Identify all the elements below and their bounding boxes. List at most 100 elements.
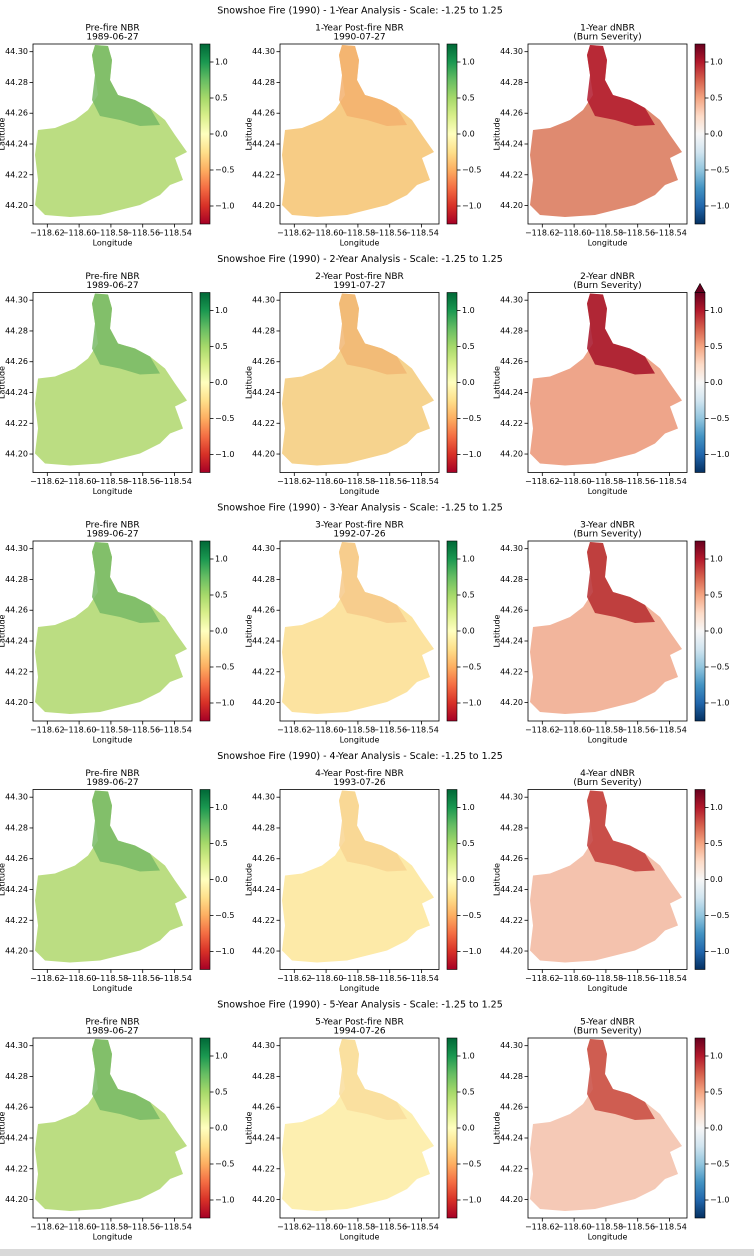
north-lobe <box>339 45 407 126</box>
y-tick-label: 44.26 <box>500 357 523 366</box>
x-tick-label: −118.58 <box>341 477 376 486</box>
fire-perimeter <box>35 1039 187 1211</box>
x-tick-label: −118.60 <box>557 1223 592 1232</box>
colorbar-tick-label: −1.0 <box>215 1196 234 1205</box>
y-axis-label: Latitude <box>493 117 502 150</box>
x-tick-label: −118.60 <box>557 477 592 486</box>
x-tick-label: −118.58 <box>589 1223 624 1232</box>
y-tick-label: 44.20 <box>252 1195 275 1204</box>
axes-frame <box>527 292 688 473</box>
axes-frame <box>32 540 193 722</box>
y-tick-label: 44.26 <box>252 854 275 863</box>
y-tick-label: 44.20 <box>500 698 523 707</box>
colorbar <box>694 292 706 473</box>
x-tick-label: −118.60 <box>309 974 344 983</box>
y-axis-label: Latitude <box>245 117 254 150</box>
colorbar-tick-label: −1.0 <box>710 1196 729 1205</box>
row-title: Snowshoe Fire (1990) - 4-Year Analysis -… <box>217 751 503 762</box>
y-tick-label: 44.22 <box>252 1164 275 1173</box>
axes-frame <box>279 1037 440 1219</box>
y-tick-label: 44.26 <box>500 854 523 863</box>
colorbar-tick-label: −1.0 <box>462 202 481 211</box>
colorbar-tick-label: −1.0 <box>710 699 729 708</box>
colorbar <box>199 540 211 722</box>
colorbar-tick-label: −1.0 <box>710 450 729 459</box>
x-axis-label: Longitude <box>340 239 380 248</box>
colorbar-tick-label: 0.0 <box>215 627 228 636</box>
axes-frame <box>527 1037 688 1219</box>
colorbar-tick-label: 0.5 <box>215 591 228 600</box>
x-axis-label: Longitude <box>588 239 628 248</box>
x-tick-label: −118.58 <box>341 726 376 735</box>
north-lobe <box>92 542 160 623</box>
colorbar-tick-label: −1.0 <box>215 450 234 459</box>
colorbar-tick-label: 0.5 <box>462 342 475 351</box>
y-tick-label: 44.28 <box>252 823 275 832</box>
colorbar-tick-label: −0.5 <box>710 1160 729 1169</box>
y-tick-label: 44.22 <box>500 419 523 428</box>
y-axis-label: Latitude <box>245 1111 254 1144</box>
colorbar-tick-label: 1.0 <box>462 58 475 67</box>
y-axis-label: Latitude <box>493 1111 502 1144</box>
y-tick-label: 44.28 <box>500 78 523 87</box>
panel-title: 1-Year dNBR <box>580 24 635 34</box>
panel-subtitle: 1989-06-27 <box>86 530 138 540</box>
x-tick-label: −118.54 <box>404 229 439 238</box>
colorbar-tick-label: 0.0 <box>462 1124 475 1133</box>
colorbar <box>446 1037 458 1219</box>
y-tick-label: 44.22 <box>500 916 523 925</box>
x-tick-label: −118.56 <box>372 974 407 983</box>
x-tick-label: −118.62 <box>525 229 560 238</box>
y-tick-label: 44.26 <box>5 854 28 863</box>
panel-title: 1-Year Post-fire NBR <box>315 24 404 34</box>
y-tick-label: 44.22 <box>500 667 523 676</box>
panel-subtitle: (Burn Severity) <box>573 1027 641 1037</box>
x-axis-label: Longitude <box>93 487 133 496</box>
panel-title: 4-Year Post-fire NBR <box>315 769 404 779</box>
x-tick-label: −118.54 <box>157 477 192 486</box>
x-axis-label: Longitude <box>93 239 133 248</box>
x-tick-label: −118.58 <box>94 1223 129 1232</box>
axes-frame <box>32 789 193 970</box>
x-axis-label: Longitude <box>340 1233 380 1242</box>
x-tick-label: −118.60 <box>62 974 97 983</box>
colorbar-tick-label: 0.0 <box>215 130 228 139</box>
colorbar <box>694 1037 706 1219</box>
colorbar <box>199 1037 211 1219</box>
y-axis-label: Latitude <box>0 117 7 150</box>
y-tick-label: 44.26 <box>500 1103 523 1112</box>
panel-subtitle: (Burn Severity) <box>573 281 641 291</box>
row-title: Snowshoe Fire (1990) - 3-Year Analysis -… <box>217 503 503 514</box>
colorbar-tick-label: 0.0 <box>215 378 228 387</box>
y-tick-label: 44.26 <box>5 606 28 615</box>
y-tick-label: 44.24 <box>5 885 28 894</box>
colorbar-tick-label: 0.0 <box>710 627 723 636</box>
colorbar <box>694 43 706 225</box>
colorbar-tick-label: 0.5 <box>215 839 228 848</box>
colorbar-tick-label: 0.5 <box>215 342 228 351</box>
colorbar-tick-label: −0.5 <box>710 166 729 175</box>
y-tick-label: 44.30 <box>252 544 275 553</box>
y-tick-label: 44.30 <box>5 1041 28 1050</box>
y-tick-label: 44.30 <box>5 47 28 56</box>
colorbar-tick-label: 0.5 <box>462 839 475 848</box>
colorbar-tick-label: 0.5 <box>710 839 723 848</box>
y-tick-label: 44.30 <box>500 544 523 553</box>
y-tick-label: 44.30 <box>5 296 28 305</box>
colorbar-tick-label: 1.0 <box>215 1052 228 1061</box>
y-tick-label: 44.22 <box>5 667 28 676</box>
y-tick-label: 44.24 <box>5 1134 28 1143</box>
x-tick-label: −118.54 <box>404 726 439 735</box>
axes-frame <box>32 1037 193 1219</box>
x-tick-label: −118.62 <box>30 974 65 983</box>
y-tick-label: 44.22 <box>5 170 28 179</box>
colorbar-tick-label: 0.0 <box>710 130 723 139</box>
panel-title: 4-Year dNBR <box>580 769 635 779</box>
x-tick-label: −118.62 <box>30 1223 65 1232</box>
colorbar-tick-label: 0.0 <box>215 875 228 884</box>
x-tick-label: −118.60 <box>62 1223 97 1232</box>
panel-subtitle: (Burn Severity) <box>573 33 641 43</box>
colorbar-tick-label: 1.0 <box>710 58 723 67</box>
panel-title: 3-Year dNBR <box>580 521 635 531</box>
